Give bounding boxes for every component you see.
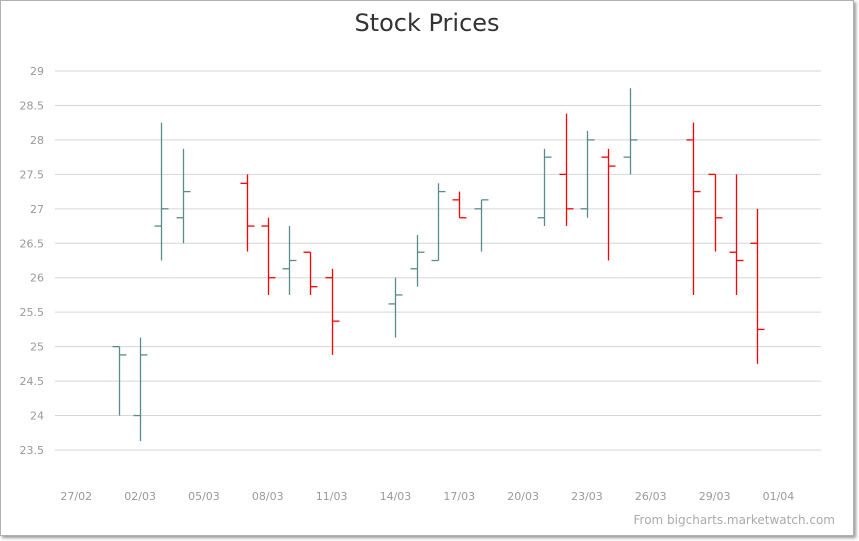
y-tick-label: 23.5: [20, 444, 45, 457]
y-tick-label: 26: [30, 272, 44, 285]
ohlc-bar: [112, 345, 127, 416]
x-tick-label: 20/03: [507, 490, 539, 503]
x-tick-label: 02/03: [124, 490, 156, 503]
ohlc-bar: [325, 268, 340, 355]
ohlc-bar: [580, 130, 595, 218]
ohlc-bar: [176, 148, 191, 244]
ohlc-bar: [261, 217, 276, 295]
x-tick-label: 11/03: [316, 490, 348, 503]
y-tick-label: 28: [30, 134, 44, 147]
x-tick-label: 01/04: [763, 490, 795, 503]
x-tick-label: 08/03: [252, 490, 284, 503]
ohlc-bar: [623, 88, 638, 175]
y-tick-label: 29: [30, 65, 44, 78]
x-tick-label: 05/03: [188, 490, 220, 503]
x-tick-label: 14/03: [380, 490, 412, 503]
y-tick-label: 27: [30, 203, 44, 216]
ohlc-bar: [410, 235, 425, 287]
ohlc-bar: [133, 337, 148, 442]
y-tick-label: 24: [30, 410, 44, 423]
ohlc-bar: [708, 173, 723, 252]
ohlc-bar: [303, 251, 318, 295]
ohlc-bar: [431, 183, 446, 262]
ohlc-bar: [240, 174, 255, 252]
x-tick-label: 23/03: [571, 490, 603, 503]
x-tick-label: 29/03: [699, 490, 731, 503]
x-tick-label: 26/03: [635, 490, 667, 503]
y-tick-label: 26.5: [20, 237, 45, 250]
x-tick-label: 27/02: [60, 490, 92, 503]
ohlc-bar: [154, 122, 169, 261]
y-tick-label: 28.5: [20, 99, 45, 112]
x-tick-label: 17/03: [443, 490, 475, 503]
chart-title: Stock Prices: [354, 9, 500, 37]
y-axis: 23.5 24 24.5 25 25.5 26 26.5 27 27.5 28 28.5 29: [20, 65, 45, 457]
ohlc-bars: [112, 88, 765, 442]
ohlc-bar: [452, 191, 467, 219]
x-axis: 27/02 02/03 05/03 08/03 11/03 14/03 17/03 20/03…: [60, 490, 794, 503]
y-tick-label: 25: [30, 341, 44, 354]
ohlc-bar: [750, 208, 765, 364]
ohlc-bar: [282, 226, 297, 295]
source-credit: From bigcharts.marketwatch.com: [633, 513, 835, 527]
y-tick-label: 24.5: [20, 375, 45, 388]
ohlc-bar: [729, 174, 744, 295]
ohlc-bar: [601, 148, 616, 261]
ohlc-bar: [388, 277, 403, 338]
ohlc-bar: [474, 199, 489, 252]
ohlc-bar: [686, 122, 701, 295]
ohlc-bar: [559, 113, 574, 227]
y-tick-label: 25.5: [20, 306, 45, 319]
ohlc-bar: [537, 148, 552, 227]
y-tick-label: 27.5: [20, 168, 45, 181]
